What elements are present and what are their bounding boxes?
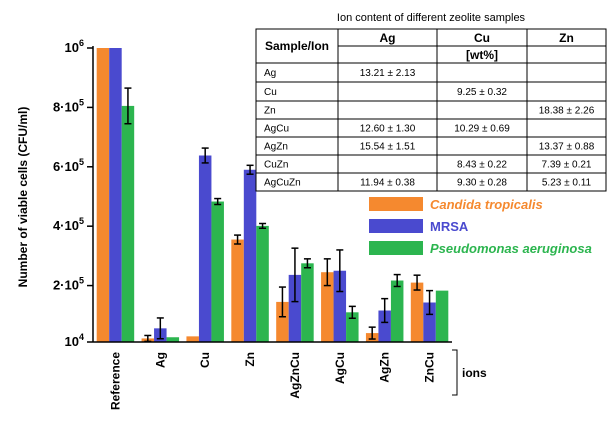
bar xyxy=(121,105,135,342)
table-title: Ion content of different zeolite samples xyxy=(337,12,526,24)
bar xyxy=(378,310,391,342)
table-cell: 18.38 ± 2.26 xyxy=(539,106,595,117)
table-row-sample: Ag xyxy=(264,68,276,79)
table-border xyxy=(255,28,607,192)
table-cell: 15.54 ± 1.51 xyxy=(360,142,416,153)
bar xyxy=(301,263,314,342)
y-axis-title-group: Number of viable cells (CFU/ml) xyxy=(16,107,30,288)
legend-swatch xyxy=(369,197,423,211)
table-cell: 12.60 ± 1.30 xyxy=(360,124,416,135)
bar xyxy=(288,274,302,342)
table-row-sample: AgCuZn xyxy=(264,178,301,189)
bar xyxy=(231,239,244,342)
bar xyxy=(410,282,424,342)
y-tick-label: 104 xyxy=(65,332,84,349)
legend-label: MRSA xyxy=(430,219,469,234)
table-cell: 9.25 ± 0.32 xyxy=(457,87,507,98)
table-header-cell: Zn xyxy=(559,31,574,45)
ions-bracket-line xyxy=(452,349,458,396)
y-axis-title: Number of viable cells (CFU/ml) xyxy=(16,107,30,288)
y-tick-label: 4·105 xyxy=(53,216,84,233)
ions-bracket: ions xyxy=(452,349,487,396)
y-tick-label: 2·105 xyxy=(53,276,84,293)
table-cell: 11.94 ± 0.38 xyxy=(360,178,415,189)
legend-label: Pseudomonas aeruginosa xyxy=(430,241,592,256)
table-row-sample: AgZn xyxy=(264,142,288,153)
table-cell: 5.23 ± 0.11 xyxy=(542,178,592,189)
table-cell: 13.37 ± 0.88 xyxy=(539,142,595,153)
x-tick-label: Cu xyxy=(198,352,212,368)
ion-content-table: Ion content of different zeolite samples… xyxy=(255,12,607,192)
x-axis: Reference Ag Cu Zn AgZnCu AgCu AgZn ZnCu xyxy=(93,341,452,410)
table-header-cell: Ag xyxy=(380,31,396,45)
x-tick-label: AgCu xyxy=(333,352,347,384)
table-header-cell: Sample/Ion xyxy=(265,39,329,53)
table-cell: 10.29 ± 0.69 xyxy=(454,124,510,135)
bar xyxy=(276,301,289,342)
table-unit: [wt%] xyxy=(466,48,498,62)
bar xyxy=(346,312,359,342)
bar xyxy=(423,302,436,342)
bar xyxy=(256,225,269,342)
x-tick-label: AgZn xyxy=(378,352,392,383)
table-row-sample: CuZn xyxy=(264,160,288,171)
legend-swatch xyxy=(369,241,423,255)
x-tick-label: Reference xyxy=(108,352,122,410)
bar xyxy=(211,201,224,342)
bar xyxy=(390,280,404,342)
ions-label: ions xyxy=(462,366,487,380)
table-cell: 9.30 ± 0.28 xyxy=(457,178,507,189)
legend: Candida tropicalis MRSA Pseudomonas aerugi… xyxy=(369,197,592,256)
table-cell: 13.21 ± 2.13 xyxy=(360,68,416,79)
x-tick-label: AgZnCu xyxy=(288,352,302,399)
y-tick-label: 8·105 xyxy=(53,97,84,114)
bar xyxy=(243,169,257,342)
bar xyxy=(166,337,180,342)
table-row-sample: Zn xyxy=(264,106,276,117)
y-axis: 104 2·105 4·105 6·105 8·105 106 xyxy=(53,38,94,349)
legend-swatch xyxy=(369,219,423,233)
legend-label: Candida tropicalis xyxy=(430,197,543,212)
x-tick-label: Ag xyxy=(153,352,167,368)
bar xyxy=(321,272,334,342)
table-cell: 7.39 ± 0.21 xyxy=(542,160,592,171)
table-cell: 8.43 ± 0.22 xyxy=(457,160,507,171)
bar xyxy=(198,155,212,342)
bar xyxy=(186,336,199,342)
table-header-cell: Cu xyxy=(474,31,490,45)
bar xyxy=(109,48,122,342)
bar xyxy=(96,48,110,342)
table-row-sample: AgCu xyxy=(264,124,289,135)
y-tick-label: 106 xyxy=(65,38,84,55)
x-tick-label: Zn xyxy=(243,352,257,367)
bar xyxy=(435,290,449,342)
table-row-sample: Cu xyxy=(264,87,277,98)
bar xyxy=(333,270,347,342)
x-tick-label: ZnCu xyxy=(423,352,437,383)
y-tick-label: 6·105 xyxy=(53,157,84,174)
